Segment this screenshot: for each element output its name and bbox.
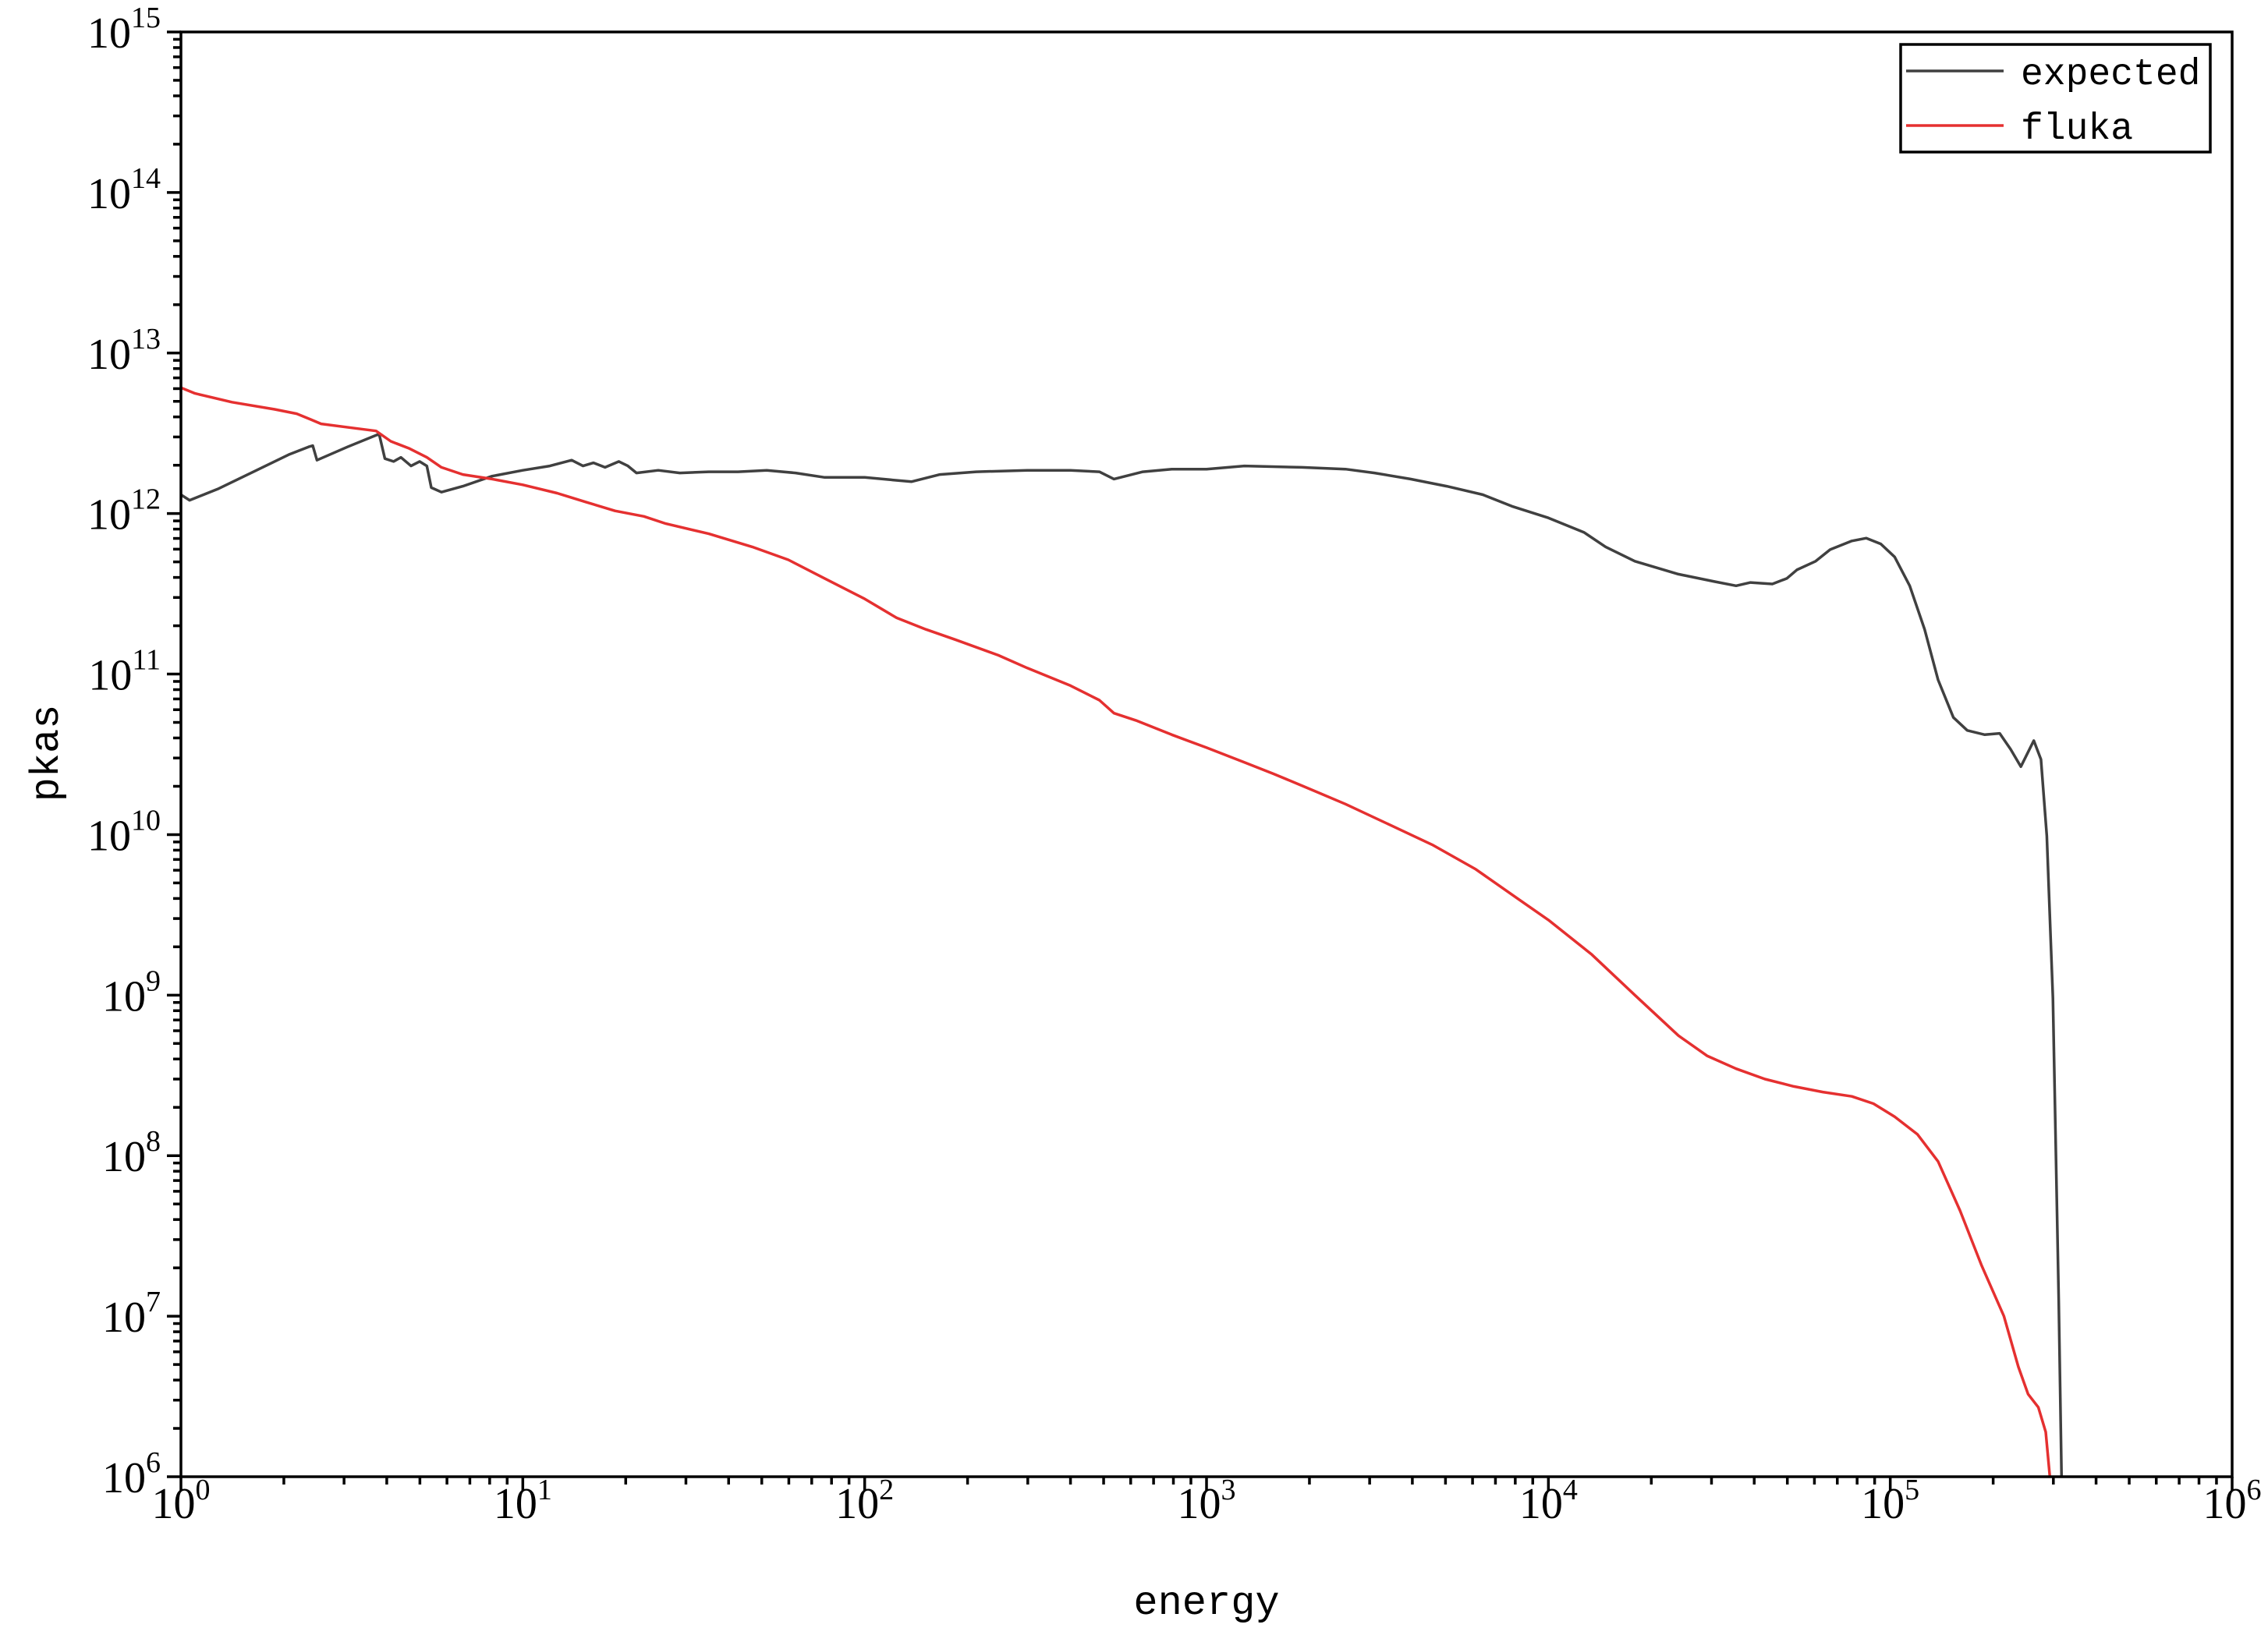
y-tick-label-exponent: 6 xyxy=(146,1446,161,1479)
y-tick-label: 1010 xyxy=(87,804,161,860)
y-tick-label-base: 10 xyxy=(88,652,132,700)
y-tick-label-exponent: 11 xyxy=(132,644,161,677)
x-tick-label: 101 xyxy=(494,1474,552,1528)
y-tick-label-base: 10 xyxy=(87,812,131,860)
x-tick-label-base: 10 xyxy=(494,1480,537,1528)
y-tick-label-exponent: 9 xyxy=(146,964,161,997)
y-tick-label-base: 10 xyxy=(87,170,131,218)
x-tick-label-exponent: 3 xyxy=(1221,1474,1236,1506)
y-tick-label-base: 10 xyxy=(87,9,131,58)
y-tick-label-exponent: 10 xyxy=(131,804,161,837)
x-tick-label: 105 xyxy=(1861,1474,1919,1528)
x-tick-label-exponent: 4 xyxy=(1563,1474,1578,1506)
x-tick-label-base: 10 xyxy=(835,1480,879,1528)
y-tick-label-base: 10 xyxy=(102,1293,146,1342)
legend-box xyxy=(1899,43,2212,154)
x-tick-label-base: 10 xyxy=(1861,1480,1905,1528)
y-tick-label-base: 10 xyxy=(102,972,146,1021)
y-tick-label: 109 xyxy=(102,964,161,1021)
x-tick-label: 103 xyxy=(1178,1474,1236,1528)
x-axis-label: energy xyxy=(1133,1580,1279,1626)
y-tick-label-base: 10 xyxy=(102,1454,146,1502)
y-tick-label: 108 xyxy=(102,1125,161,1181)
x-tick-label: 100 xyxy=(152,1474,211,1528)
y-tick-label: 1013 xyxy=(87,323,161,379)
y-tick-label-exponent: 12 xyxy=(131,483,161,516)
y-tick-label-base: 10 xyxy=(87,491,131,540)
x-tick-label-exponent: 5 xyxy=(1905,1474,1919,1506)
y-tick-label-exponent: 7 xyxy=(146,1286,161,1318)
x-tick-label-base: 10 xyxy=(1178,1480,1221,1528)
legend: expected fluka xyxy=(1899,43,2212,154)
x-tick-label-exponent: 1 xyxy=(537,1474,552,1506)
y-axis-label: pkas xyxy=(24,705,70,802)
y-tick-label-exponent: 14 xyxy=(131,162,161,195)
x-tick-label-base: 10 xyxy=(152,1480,196,1528)
y-tick-label: 1012 xyxy=(87,483,161,540)
x-tick-label: 104 xyxy=(1519,1474,1578,1528)
series-line-fluka xyxy=(181,386,2052,1477)
axis-ticks xyxy=(167,30,2234,1491)
x-tick-label-exponent: 2 xyxy=(879,1474,894,1506)
x-tick-label-base: 10 xyxy=(1519,1480,1563,1528)
series-line-expected xyxy=(181,432,2064,1477)
x-tick-label: 102 xyxy=(835,1474,894,1528)
y-tick-label-base: 10 xyxy=(87,331,131,379)
x-tick-label-exponent: 0 xyxy=(196,1474,211,1506)
axis-tick-labels: 100 101 102 103 104 105 1061061071081091010101… xyxy=(87,2,2262,1528)
x-tick-label: 106 xyxy=(2203,1474,2262,1528)
legend-label-expected: expected xyxy=(2021,54,2200,96)
x-tick-label-base: 10 xyxy=(2203,1480,2247,1528)
y-tick-label-exponent: 8 xyxy=(146,1125,161,1158)
y-tick-label-exponent: 15 xyxy=(131,2,161,34)
y-tick-label-exponent: 13 xyxy=(131,323,161,356)
y-tick-label: 1014 xyxy=(87,162,161,218)
y-tick-label: 107 xyxy=(102,1286,161,1342)
y-tick-label: 106 xyxy=(102,1446,161,1502)
x-tick-label-exponent: 6 xyxy=(2247,1474,2262,1506)
y-tick-label: 1011 xyxy=(88,644,161,700)
y-tick-label-base: 10 xyxy=(102,1133,146,1181)
legend-label-fluka: fluka xyxy=(2021,108,2133,150)
series-layer xyxy=(181,386,2064,1477)
y-tick-label: 1015 xyxy=(87,2,161,58)
